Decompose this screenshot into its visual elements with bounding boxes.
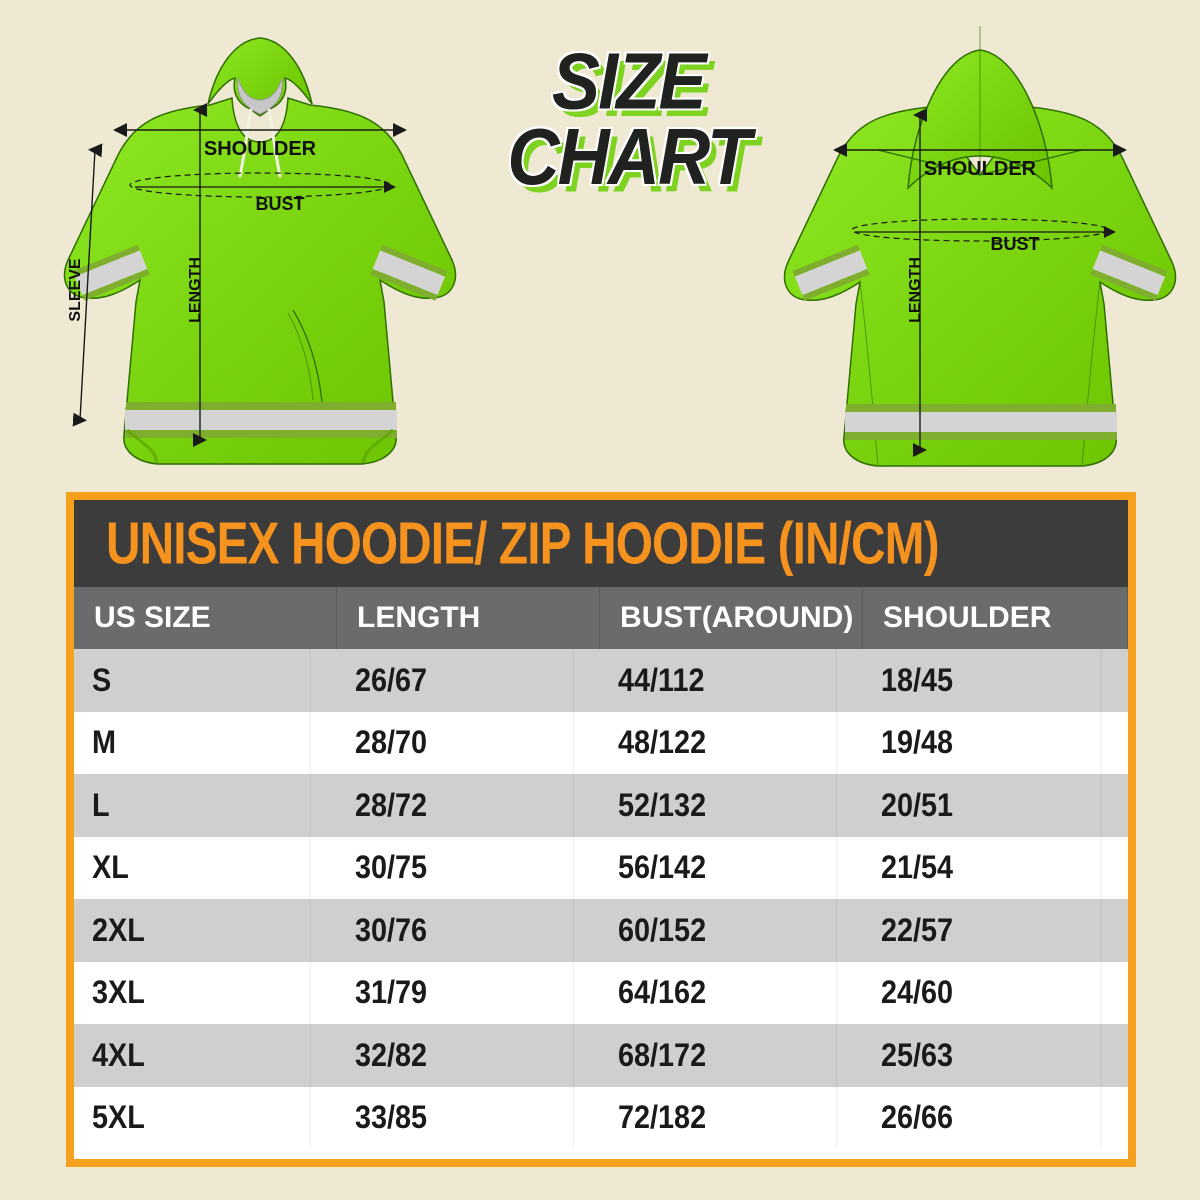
svg-text:BUST: BUST [256, 194, 305, 214]
svg-text:LENGTH: LENGTH [187, 257, 204, 323]
svg-text:SLEEVE: SLEEVE [67, 258, 84, 321]
svg-text:BUST: BUST [991, 234, 1040, 254]
svg-text:SHOULDER: SHOULDER [204, 138, 317, 160]
svg-text:LENGTH: LENGTH [907, 257, 924, 323]
svg-text:SHOULDER: SHOULDER [924, 158, 1037, 180]
